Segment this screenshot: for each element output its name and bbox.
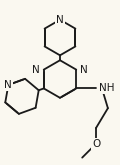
Text: O: O bbox=[92, 139, 100, 149]
Text: N: N bbox=[56, 15, 64, 25]
Text: N: N bbox=[80, 65, 88, 75]
Text: NH: NH bbox=[99, 83, 114, 93]
Text: N: N bbox=[4, 80, 12, 90]
Text: N: N bbox=[32, 65, 40, 75]
